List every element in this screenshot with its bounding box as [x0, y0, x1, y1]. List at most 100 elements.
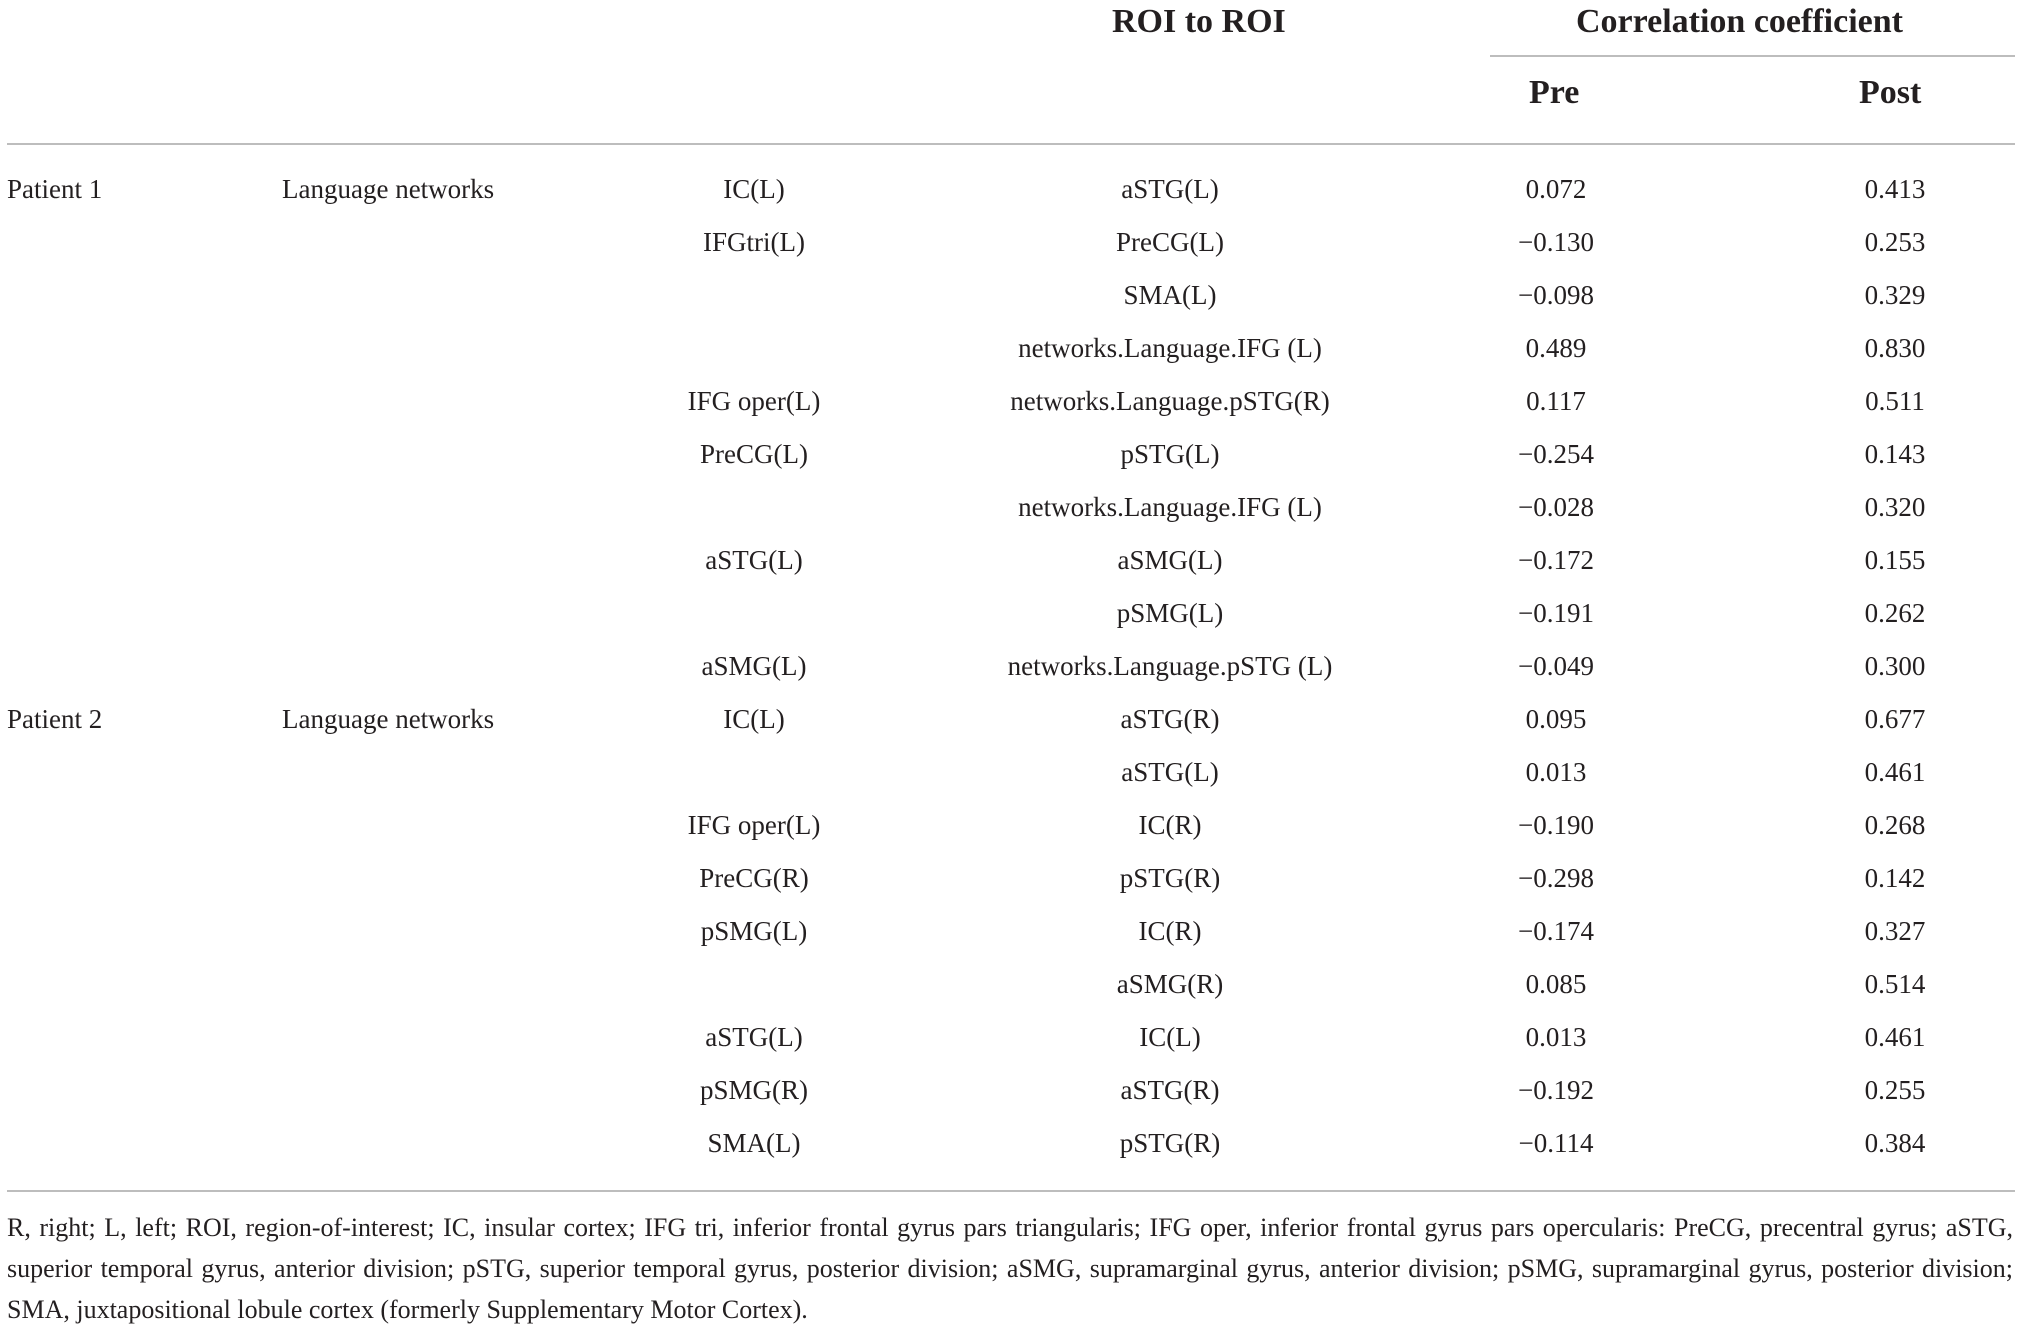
pre-value-cell: 0.085 — [1525, 969, 1587, 999]
network-cell: Language networks — [282, 174, 495, 204]
pre-value-cell: −0.298 — [1518, 863, 1594, 893]
post-value-cell: 0.677 — [1864, 704, 1926, 734]
roi-source-cell — [654, 587, 854, 640]
post-value-cell: 0.253 — [1864, 227, 1926, 257]
pre-value-cell: −0.254 — [1518, 439, 1594, 469]
roi-target-cell: IC(R) — [1138, 810, 1202, 840]
post-value-cell: 0.300 — [1864, 651, 1926, 681]
pre-value-cell: 0.117 — [1526, 386, 1586, 416]
roi-source-cell: aSTG(L) — [705, 545, 803, 575]
pre-value-cell: 0.013 — [1525, 1022, 1587, 1052]
header-bottom-rule — [7, 143, 2015, 145]
post-value-cell: 0.143 — [1864, 439, 1926, 469]
table-row: aSTG(L) aSMG(L) −0.172 0.155 — [0, 534, 2021, 587]
post-value-cell: 0.514 — [1864, 969, 1926, 999]
table-row: pSMG(R) aSTG(R) −0.192 0.255 — [0, 1064, 2021, 1117]
roi-target-cell: SMA(L) — [1123, 280, 1217, 310]
pre-value-cell: −0.098 — [1518, 280, 1594, 310]
table-row: pSMG(L) −0.191 0.262 — [0, 587, 2021, 640]
roi-target-cell: aSMG(L) — [1117, 545, 1223, 575]
patient-cell: Patient 2 — [7, 704, 103, 734]
roi-target-cell: IC(R) — [1138, 916, 1202, 946]
roi-source-cell: pSMG(L) — [700, 916, 808, 946]
roi-source-cell: IFGtri(L) — [703, 227, 805, 257]
post-value-cell: 0.327 — [1864, 916, 1926, 946]
header-correlation-coefficient: Correlation coefficient — [1576, 3, 1903, 40]
table-bottom-rule — [7, 1190, 2015, 1192]
pre-value-cell: 0.013 — [1525, 757, 1587, 787]
table-row: IFGtri(L) PreCG(L) −0.130 0.253 — [0, 216, 2021, 269]
post-value-cell: 0.461 — [1864, 1022, 1926, 1052]
post-value-cell: 0.511 — [1865, 386, 1925, 416]
roi-target-cell: pSTG(R) — [1119, 863, 1221, 893]
roi-target-cell: aSTG(L) — [1121, 174, 1219, 204]
table-row: networks.Language.IFG (L) 0.489 0.830 — [0, 322, 2021, 375]
post-value-cell: 0.461 — [1864, 757, 1926, 787]
table-row: SMA(L) pSTG(R) −0.114 0.384 — [0, 1117, 2021, 1170]
roi-target-cell: pSTG(R) — [1119, 1128, 1221, 1158]
header-pre: Pre — [1529, 74, 1580, 111]
pre-value-cell: −0.192 — [1518, 1075, 1594, 1105]
roi-source-cell: aSTG(L) — [705, 1022, 803, 1052]
roi-target-cell: aSTG(L) — [1121, 757, 1219, 787]
pre-value-cell: 0.095 — [1525, 704, 1587, 734]
roi-source-cell: PreCG(R) — [699, 863, 809, 893]
patient-cell: Patient 1 — [7, 174, 103, 204]
pre-value-cell: −0.049 — [1518, 651, 1594, 681]
table-row: SMA(L) −0.098 0.329 — [0, 269, 2021, 322]
table-row: PreCG(R) pSTG(R) −0.298 0.142 — [0, 852, 2021, 905]
roi-source-cell: IC(L) — [723, 174, 785, 204]
table-row: pSMG(L) IC(R) −0.174 0.327 — [0, 905, 2021, 958]
pre-value-cell: −0.028 — [1518, 492, 1594, 522]
network-cell: Language networks — [282, 704, 495, 734]
post-value-cell: 0.320 — [1864, 492, 1926, 522]
roi-source-cell — [654, 746, 854, 799]
roi-source-cell: pSMG(R) — [699, 1075, 808, 1105]
pre-value-cell: 0.489 — [1525, 333, 1587, 363]
post-value-cell: 0.155 — [1864, 545, 1926, 575]
roi-source-cell — [654, 269, 854, 322]
pre-value-cell: −0.191 — [1518, 598, 1594, 628]
table-row: Patient 1 Language networks IC(L) aSTG(L) 0.… — [0, 163, 2021, 216]
pre-value-cell: 0.072 — [1525, 174, 1587, 204]
table-row: IFG oper(L) IC(R) −0.190 0.268 — [0, 799, 2021, 852]
roi-target-cell: aSMG(R) — [1116, 969, 1224, 999]
post-value-cell: 0.830 — [1864, 333, 1926, 363]
header-roi-to-roi: ROI to ROI — [1112, 3, 1286, 40]
roi-source-cell — [654, 322, 854, 375]
header-post: Post — [1859, 74, 1922, 111]
table-row: aSTG(L) 0.013 0.461 — [0, 746, 2021, 799]
pre-value-cell: −0.130 — [1518, 227, 1594, 257]
roi-target-cell: IC(L) — [1139, 1022, 1201, 1052]
roi-source-cell — [654, 958, 854, 1011]
table-row: PreCG(L) pSTG(L) −0.254 0.143 — [0, 428, 2021, 481]
roi-target-cell: pSMG(L) — [1116, 598, 1224, 628]
roi-target-cell: aSTG(R) — [1120, 1075, 1220, 1105]
post-value-cell: 0.268 — [1864, 810, 1926, 840]
table-row: Patient 2 Language networks IC(L) aSTG(R) 0.… — [0, 693, 2021, 746]
post-value-cell: 0.262 — [1864, 598, 1926, 628]
roi-target-cell: PreCG(L) — [1116, 227, 1224, 257]
table-footnote: R, right; L, left; ROI, region-of-intere… — [7, 1213, 2013, 1324]
roi-target-cell: networks.Language.IFG (L) — [1018, 492, 1322, 522]
post-value-cell: 0.413 — [1864, 174, 1926, 204]
pre-value-cell: −0.190 — [1518, 810, 1594, 840]
table-row: aSMG(R) 0.085 0.514 — [0, 958, 2021, 1011]
pre-value-cell: −0.174 — [1518, 916, 1594, 946]
post-value-cell: 0.329 — [1864, 280, 1926, 310]
roi-source-cell: PreCG(L) — [700, 439, 808, 469]
pre-value-cell: −0.172 — [1518, 545, 1594, 575]
roi-target-cell: aSTG(R) — [1120, 704, 1220, 734]
table-row: aSTG(L) IC(L) 0.013 0.461 — [0, 1011, 2021, 1064]
roi-target-cell: networks.Language.pSTG (L) — [1007, 651, 1333, 681]
table-row: networks.Language.IFG (L) −0.028 0.320 — [0, 481, 2021, 534]
pre-value-cell: −0.114 — [1518, 1128, 1594, 1158]
roi-source-cell: aSMG(L) — [701, 651, 807, 681]
roi-source-cell: IFG oper(L) — [687, 386, 821, 416]
post-value-cell: 0.255 — [1864, 1075, 1926, 1105]
roi-source-cell: SMA(L) — [707, 1128, 801, 1158]
roi-source-cell — [654, 481, 854, 534]
table-row: IFG oper(L) networks.Language.pSTG(R) 0.11… — [0, 375, 2021, 428]
header-subrule — [1490, 55, 2015, 57]
